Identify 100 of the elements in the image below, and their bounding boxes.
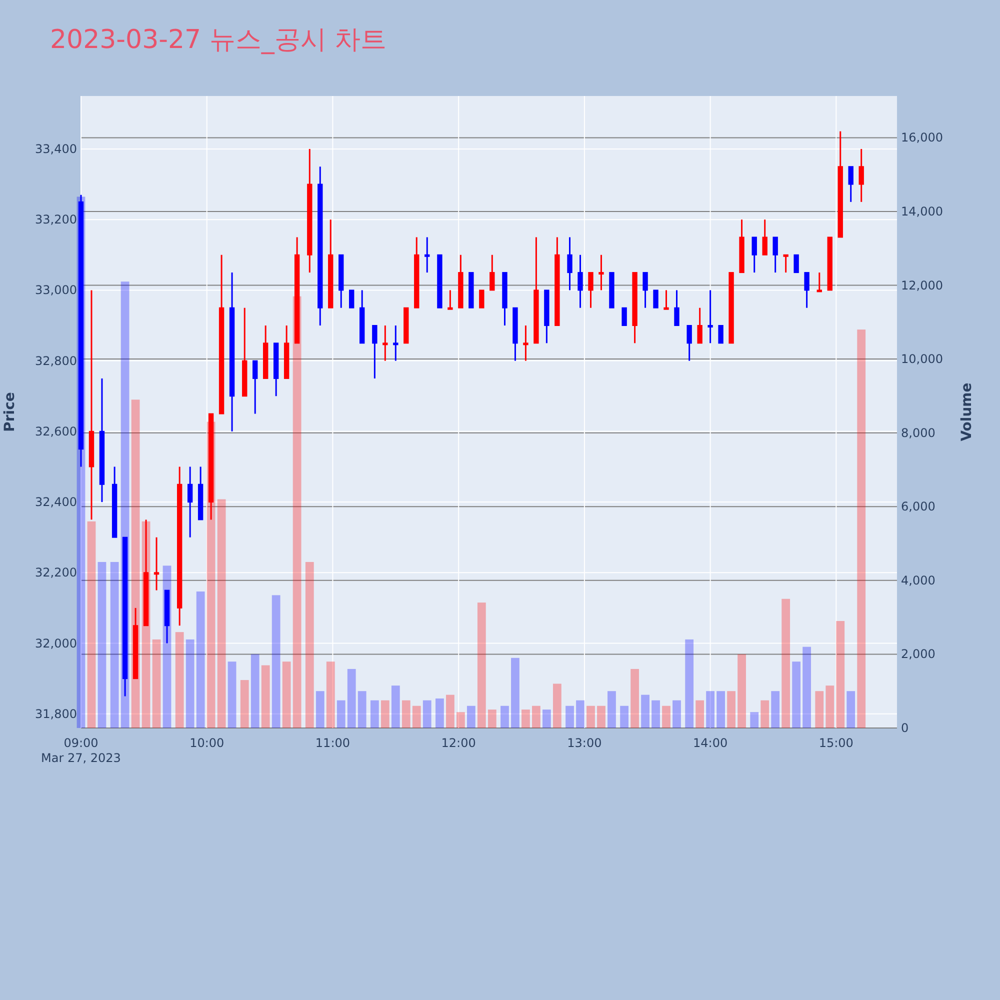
candlestick <box>578 254 583 309</box>
candlestick <box>674 289 680 326</box>
bar <box>706 691 714 728</box>
y-tick-label: 31,800 <box>35 706 77 721</box>
bar <box>391 686 400 728</box>
candlestick <box>762 218 768 256</box>
y2-tick-label: 2,000 <box>901 647 936 662</box>
bar <box>87 521 96 728</box>
bar <box>500 706 509 728</box>
bar <box>347 668 356 728</box>
bar <box>696 700 704 728</box>
bar <box>641 694 650 728</box>
bar <box>586 706 595 728</box>
bar <box>261 665 270 728</box>
bar <box>802 646 811 728</box>
candlestick <box>490 254 495 291</box>
bar <box>272 595 280 728</box>
bar <box>250 654 260 728</box>
candlestick <box>349 290 354 308</box>
bar <box>326 662 335 728</box>
bar <box>511 658 520 728</box>
candlestick <box>708 289 713 344</box>
bar <box>477 602 486 728</box>
candlestick <box>653 290 658 308</box>
y2-tick-label: 8,000 <box>901 426 936 440</box>
candlestick <box>816 272 822 292</box>
bar <box>576 700 584 728</box>
y-axis-title: Price <box>2 392 18 432</box>
bar <box>402 700 410 728</box>
candlestick <box>664 289 669 310</box>
bar <box>846 691 856 728</box>
bar <box>466 706 476 728</box>
bar <box>771 691 780 728</box>
bar <box>608 691 616 728</box>
bar <box>597 706 606 728</box>
candlestick <box>448 289 453 310</box>
candlestick <box>598 254 604 291</box>
candlestick <box>588 272 594 309</box>
bar <box>282 662 291 728</box>
x-tick-label: 14:00 <box>693 736 728 750</box>
bar <box>422 700 432 728</box>
bar <box>738 654 746 728</box>
x-tick-label: 10:00 <box>190 736 224 750</box>
candlestick <box>848 166 854 203</box>
candlestick <box>424 236 430 274</box>
candlestick <box>642 272 648 309</box>
chart-title: 2023-03-27 뉴스_공시 차트 <box>50 25 387 55</box>
bar <box>240 680 249 728</box>
y2-tick-label: 6,000 <box>901 500 936 514</box>
bar <box>522 710 530 728</box>
bar <box>305 562 314 728</box>
bar <box>792 662 801 728</box>
candlestick <box>187 466 193 538</box>
x-tick-label: 11:00 <box>315 736 350 750</box>
bar <box>175 632 184 728</box>
bar <box>380 700 390 728</box>
bar <box>110 562 119 728</box>
bar <box>436 698 444 728</box>
bar <box>727 691 736 728</box>
bar <box>760 700 770 728</box>
y-tick-label: 33,200 <box>35 212 77 227</box>
bar <box>782 598 790 728</box>
bar <box>542 710 551 728</box>
bar <box>488 710 496 728</box>
bar <box>446 694 454 728</box>
candlestick <box>393 324 398 362</box>
y-tick-label: 33,000 <box>35 283 77 298</box>
bar <box>815 691 824 728</box>
y-tick-label: 32,800 <box>35 354 77 368</box>
bar <box>370 700 379 728</box>
bar <box>228 662 236 728</box>
candlestick <box>772 236 778 274</box>
bar <box>152 639 161 728</box>
y2-tick-label: 12,000 <box>901 278 943 292</box>
candlestick <box>252 360 258 415</box>
bar <box>630 668 639 728</box>
bar <box>836 621 845 728</box>
y2-axis-title: Volume <box>959 382 975 442</box>
bar <box>456 712 465 728</box>
candlestick <box>804 272 810 309</box>
bar <box>316 691 324 728</box>
candlestick <box>752 236 757 274</box>
candlestick <box>794 254 799 274</box>
y2-tick-label: 16,000 <box>901 130 943 145</box>
y2-tick-label: 4,000 <box>901 573 936 588</box>
candlestick <box>479 290 484 308</box>
bar <box>750 712 759 728</box>
y-tick-label: 33,400 <box>35 142 77 156</box>
bar <box>196 591 205 728</box>
y-tick-label: 32,000 <box>35 636 77 650</box>
candlestick <box>523 324 528 362</box>
y-tick-label: 32,600 <box>35 424 77 438</box>
x-tick-label: 15:00 <box>818 736 854 750</box>
candlestick <box>718 324 724 344</box>
y2-tick-label: 14,000 <box>901 204 943 218</box>
bar <box>672 700 681 728</box>
bar <box>566 706 574 728</box>
y-tick-label: 32,200 <box>35 566 77 580</box>
x-tick-label: 12:00 <box>441 736 476 750</box>
x-tick-label: 13:00 <box>567 736 602 750</box>
